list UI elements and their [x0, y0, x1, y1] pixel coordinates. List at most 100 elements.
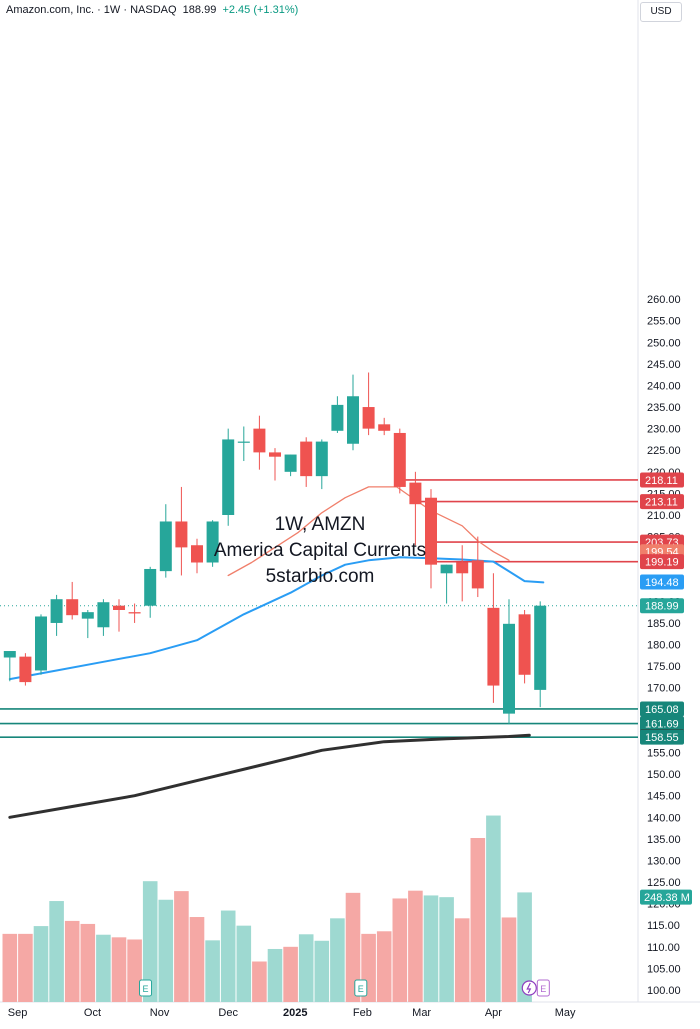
- volume-bar: [96, 934, 111, 1002]
- price-tick-label: 225.00: [647, 445, 681, 457]
- volume-bar: [501, 917, 517, 1002]
- volume-bar: [127, 939, 142, 1002]
- volume-bar: [408, 890, 423, 1002]
- candle-down: [175, 521, 188, 548]
- candle-down: [191, 545, 203, 563]
- price-badge: [640, 472, 684, 488]
- candle-up: [222, 439, 235, 515]
- time-tick-label: 2025: [283, 1007, 307, 1019]
- volume-badge: [640, 889, 692, 905]
- candle-down: [253, 428, 266, 453]
- volume-bar: [174, 891, 189, 1002]
- time-tick-label: Oct: [84, 1007, 101, 1019]
- price-tick-label: 115.00: [647, 920, 680, 932]
- price-tick-label: 180.00: [647, 640, 681, 652]
- price-tick-label: 130.00: [647, 855, 681, 867]
- split-marker: [521, 980, 537, 996]
- price-tick-label: 125.00: [647, 877, 681, 889]
- volume-bar: [252, 961, 267, 1002]
- volume-bar: [298, 934, 314, 1002]
- price-tick-label: 210.00: [647, 510, 681, 522]
- candle-up: [144, 568, 157, 606]
- volume-bar: [33, 926, 49, 1002]
- price-badge-label: 218.11: [645, 475, 678, 487]
- candle-down: [362, 407, 375, 429]
- price-tick-label: 110.00: [647, 942, 680, 954]
- price-badge: [640, 729, 684, 745]
- candle-down: [269, 452, 281, 457]
- volume-bar: [345, 892, 361, 1002]
- watermark: 1W, AMZN America Capital Currents 5starb…: [200, 512, 440, 590]
- time-tick-label: Dec: [218, 1007, 238, 1019]
- volume-badge-label: 248.38 M: [644, 892, 690, 904]
- candle-down: [425, 497, 437, 565]
- price-badge-label: 188.99: [645, 601, 679, 613]
- symbol-title: Amazon.com, Inc. · 1W · NASDAQ: [6, 4, 177, 16]
- split-icon: [526, 982, 532, 994]
- price-badge-label: 199.19: [645, 557, 679, 569]
- volume-bar: [80, 923, 96, 1002]
- price-badge: [640, 554, 684, 570]
- volume-bar: [423, 895, 439, 1002]
- price-change: +2.45 (+1.31%): [222, 4, 299, 16]
- candle-down: [393, 432, 406, 487]
- candle-down: [378, 424, 391, 431]
- volume-bar: [236, 925, 252, 1002]
- earnings-marker: [536, 979, 550, 997]
- candle-up: [503, 623, 515, 714]
- price-tick-label: 255.00: [647, 316, 681, 328]
- earnings-marker-label: E: [358, 984, 364, 994]
- candle-down: [113, 605, 125, 610]
- price-tick-label: 150.00: [647, 769, 681, 781]
- earnings-marker: [354, 979, 368, 997]
- candle-down: [487, 607, 500, 686]
- currency-button[interactable]: USD: [640, 2, 682, 22]
- candle-up: [440, 564, 453, 574]
- price-badge: [640, 494, 684, 510]
- earnings-marker: [139, 979, 153, 997]
- candle-down: [19, 656, 32, 683]
- watermark-line-1: 1W, AMZN: [274, 514, 366, 535]
- price-tick-label: 100.00: [647, 985, 681, 997]
- last-price: 188.99: [182, 4, 217, 16]
- volume-bar: [376, 931, 392, 1002]
- candle-down: [471, 560, 484, 589]
- candle-up: [35, 616, 47, 671]
- price-tick-label: 175.00: [647, 661, 681, 673]
- chart-header: Amazon.com, Inc. · 1W · NASDAQ 188.99 +2…: [6, 4, 298, 16]
- watermark-line-3: 5starbio.com: [265, 566, 375, 587]
- volume-bar: [517, 892, 532, 1002]
- volume-bar: [330, 918, 345, 1002]
- price-tick-label: 155.00: [647, 748, 681, 760]
- price-tick-label: 170.00: [647, 683, 681, 695]
- price-badge: [640, 574, 684, 590]
- candle-up: [284, 454, 297, 472]
- time-tick-label: Feb: [353, 1007, 372, 1019]
- volume-bar: [470, 838, 486, 1002]
- volume-bar: [267, 948, 283, 1002]
- earnings-marker-label: E: [143, 984, 149, 994]
- ema-slow-line: [8, 733, 531, 819]
- volume-bar: [49, 901, 64, 1002]
- volume-bar: [158, 899, 174, 1002]
- volume-bar: [2, 933, 18, 1002]
- price-tick-label: 185.00: [647, 618, 681, 630]
- volume-bar: [189, 917, 205, 1002]
- price-badge-label: 213.11: [645, 497, 678, 509]
- ema-fast-line: [227, 486, 510, 577]
- candle-down: [409, 482, 422, 505]
- volume-bar: [111, 937, 127, 1002]
- price-tick-label: 240.00: [647, 380, 681, 392]
- candle-up: [97, 602, 110, 628]
- price-badge-label: 165.08: [645, 704, 679, 716]
- candle-up: [237, 441, 250, 443]
- candle-up: [206, 521, 219, 563]
- candle-up: [50, 599, 63, 623]
- volume-bar: [64, 920, 80, 1002]
- candle-down: [66, 599, 79, 616]
- earnings-marker-label: E: [540, 984, 546, 994]
- price-tick-label: 260.00: [647, 294, 681, 306]
- volume-bar: [486, 815, 501, 1002]
